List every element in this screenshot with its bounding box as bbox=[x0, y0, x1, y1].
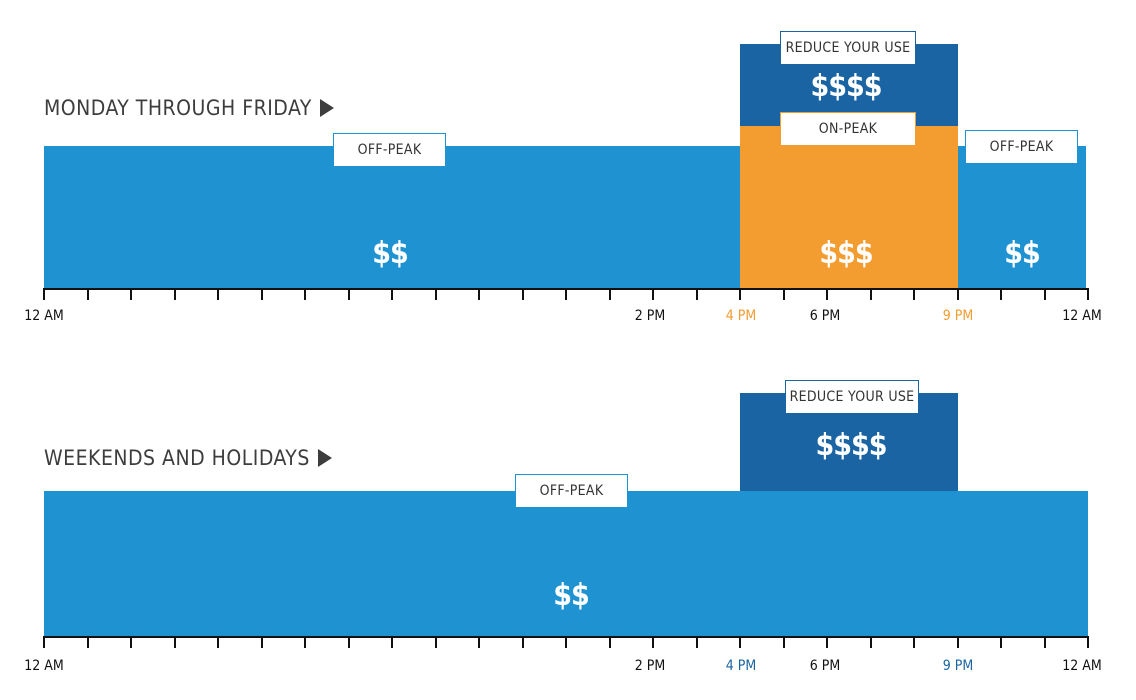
hour-tick bbox=[1000, 636, 1002, 648]
weekend-offpeak-bar bbox=[44, 491, 1088, 636]
hour-tick bbox=[608, 636, 611, 648]
hour-tick bbox=[521, 288, 524, 300]
hour-tick bbox=[1043, 636, 1046, 648]
hour-tick bbox=[869, 636, 872, 648]
hour-tick bbox=[347, 288, 350, 300]
weekday-offpeak-bar bbox=[44, 146, 740, 288]
hour-tick bbox=[652, 288, 654, 300]
weekend-tick-2pm: 2 PM bbox=[634, 658, 666, 674]
play-triangle-icon bbox=[317, 449, 332, 467]
hour-tick bbox=[1087, 636, 1089, 648]
hour-tick bbox=[434, 288, 437, 300]
weekday-offpeak-price: $$ bbox=[372, 236, 409, 271]
hour-tick bbox=[86, 288, 89, 300]
hour-tick bbox=[826, 636, 828, 648]
hour-tick bbox=[478, 288, 480, 300]
weekday-tick-12am: 12 AM bbox=[24, 308, 64, 324]
weekday-tick-9pm: 9 PM bbox=[942, 308, 974, 324]
weekend-reduce-price: $$$$ bbox=[815, 428, 887, 463]
hour-tick bbox=[1043, 288, 1046, 300]
hour-tick bbox=[173, 636, 176, 648]
weekend-offpeak-label: OFF-PEAK bbox=[515, 474, 628, 508]
weekday-reduce-label: REDUCE YOUR USE bbox=[780, 31, 916, 65]
hour-tick bbox=[130, 288, 132, 300]
hour-tick bbox=[1000, 288, 1002, 300]
weekend-title: WEEKENDS AND HOLIDAYS bbox=[44, 446, 332, 470]
hour-tick bbox=[956, 636, 959, 648]
weekend-tick-4pm: 4 PM bbox=[725, 658, 757, 674]
hour-tick bbox=[826, 288, 828, 300]
hour-tick bbox=[217, 636, 219, 648]
hour-tick bbox=[652, 636, 654, 648]
hour-tick bbox=[478, 636, 480, 648]
hour-tick bbox=[43, 636, 45, 648]
hour-tick bbox=[130, 636, 132, 648]
hour-tick bbox=[608, 288, 611, 300]
hour-tick bbox=[739, 636, 741, 648]
hour-tick bbox=[347, 636, 350, 648]
weekday-offpeak-late-label: OFF-PEAK bbox=[965, 130, 1078, 164]
hour-tick bbox=[260, 288, 263, 300]
hour-tick bbox=[739, 288, 741, 300]
hour-tick bbox=[695, 288, 698, 300]
hour-tick bbox=[391, 636, 393, 648]
weekday-title: MONDAY THROUGH FRIDAY bbox=[44, 96, 334, 120]
hour-tick bbox=[782, 636, 785, 648]
hour-tick bbox=[782, 288, 785, 300]
hour-tick bbox=[869, 288, 872, 300]
weekday-reduce-price: $$$$ bbox=[810, 69, 882, 104]
play-triangle-icon bbox=[319, 99, 334, 117]
hour-tick bbox=[173, 288, 176, 300]
hour-tick bbox=[565, 636, 567, 648]
hour-tick bbox=[956, 288, 959, 300]
weekday-onpeak-price: $$$ bbox=[819, 236, 873, 271]
weekday-tick-12am-end: 12 AM bbox=[1062, 308, 1102, 324]
weekday-offpeak-label: OFF-PEAK bbox=[333, 133, 446, 167]
weekend-tick-9pm: 9 PM bbox=[942, 658, 974, 674]
weekday-offpeak-late-price: $$ bbox=[1004, 236, 1041, 271]
weekday-onpeak-label: ON-PEAK bbox=[780, 112, 916, 146]
weekend-reduce-label: REDUCE YOUR USE bbox=[785, 380, 919, 414]
weekday-tick-6pm: 6 PM bbox=[809, 308, 841, 324]
weekend-offpeak-price: $$ bbox=[553, 578, 590, 613]
weekday-tick-2pm: 2 PM bbox=[634, 308, 666, 324]
weekday-onpeak-bar bbox=[740, 126, 958, 288]
hour-tick bbox=[217, 288, 219, 300]
hour-tick bbox=[391, 288, 393, 300]
hour-tick bbox=[86, 636, 89, 648]
hour-tick bbox=[260, 636, 263, 648]
weekday-offpeak-late-bar bbox=[958, 146, 1086, 288]
hour-tick bbox=[565, 288, 567, 300]
weekend-tick-6pm: 6 PM bbox=[809, 658, 841, 674]
hour-tick bbox=[521, 636, 524, 648]
weekend-tick-12am-end: 12 AM bbox=[1062, 658, 1102, 674]
hour-tick bbox=[43, 288, 45, 300]
hour-tick bbox=[695, 636, 698, 648]
hour-tick bbox=[434, 636, 437, 648]
hour-tick bbox=[913, 288, 915, 300]
weekday-tick-4pm: 4 PM bbox=[725, 308, 757, 324]
hour-tick bbox=[913, 636, 915, 648]
hour-tick bbox=[1087, 288, 1089, 300]
weekend-tick-12am: 12 AM bbox=[24, 658, 64, 674]
hour-tick bbox=[304, 636, 306, 648]
hour-tick bbox=[304, 288, 306, 300]
